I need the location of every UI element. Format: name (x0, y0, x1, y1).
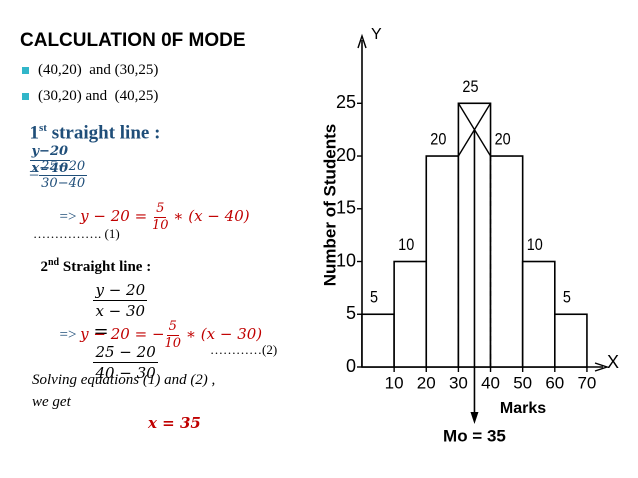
equation: => y − 20 = −5 10 ∗ (x − 30) (52, 302, 263, 352)
equation-tag: …………(2) (210, 342, 278, 357)
text: 40 − 30 (95, 364, 156, 382)
x-tick-label: 10 (385, 373, 404, 392)
x-axis-label: Marks (500, 400, 546, 417)
heading: 2nd Straight line : (33, 240, 152, 276)
axis-letter: X (607, 352, 619, 372)
text: nd (48, 257, 60, 268)
slide-title: CALCULATION 0F MODE (20, 30, 246, 51)
fraction: 25−20 30−40 (39, 159, 88, 192)
equation-tag: ……………. (1) (33, 226, 120, 241)
text: Solving equations (1) and (2) , (32, 372, 216, 388)
equation: => y − 20 = 5 10 ∗ (x − 40) (52, 184, 250, 234)
text: = (93, 321, 109, 342)
bar-label: 20 (430, 131, 446, 149)
x-tick-label: 20 (417, 373, 436, 392)
text: ∗ (x − 30) (181, 324, 263, 343)
text: y − 20 (93, 281, 148, 301)
bar (393, 260, 428, 368)
bar-label: 5 (563, 289, 571, 307)
bullet: (30,20) and (40,25) (22, 88, 158, 105)
bar-label: 10 (527, 236, 543, 254)
text: 5 (154, 201, 167, 218)
arrow-head (470, 412, 479, 424)
y-tick-label: 10 (336, 250, 356, 270)
bar (425, 155, 460, 368)
bar (489, 155, 524, 368)
bar-label: 20 (495, 131, 511, 149)
text: 2 (40, 259, 49, 275)
text: we get (32, 394, 71, 410)
text: st (39, 122, 47, 134)
equation: y − 20 x − 30 = 25 − 20 40 − 30 (82, 259, 158, 383)
answer: x = 35 (148, 414, 201, 432)
fraction: 25 − 20 40 − 30 (93, 342, 158, 383)
y-tick-label: 25 (336, 92, 356, 112)
bar-label: 5 (370, 289, 378, 307)
mode-label: Mo = 35 (443, 426, 506, 445)
bar (553, 313, 588, 368)
y-tick-label: 20 (336, 145, 356, 165)
equation: = 25−20 30−40 (20, 138, 88, 192)
heading: 1st straight line : y−20 x−40 (20, 100, 160, 177)
text: straight line : (46, 122, 161, 144)
axis-letter: Y (371, 26, 382, 43)
text: 25 − 20 (93, 343, 158, 363)
fraction: y − 20 x − 30 (93, 280, 148, 321)
bar-label: 10 (398, 236, 414, 254)
text: x−40 (31, 161, 69, 177)
text: y−20 (29, 144, 71, 162)
y-tick-label: 0 (346, 356, 356, 376)
text: 25−20 (39, 159, 88, 176)
text: ∗ (x − 40) (168, 206, 250, 225)
text: y − 20 = − (80, 324, 165, 343)
text: = (29, 163, 40, 184)
text: y − 20 = (80, 206, 152, 225)
x-tick-label: 60 (545, 373, 564, 392)
y-tick-label: 5 (346, 303, 356, 323)
arrow-head (594, 362, 610, 372)
y-tick-label: 15 (336, 198, 356, 218)
text: => (59, 208, 81, 225)
fraction: 5 10 (152, 201, 169, 234)
text: Straight line : (59, 259, 152, 275)
text: 10 (164, 336, 182, 351)
bullet: (40,20) and (30,25) (22, 62, 158, 79)
bar (361, 313, 395, 368)
fraction: y−20 x−40 (29, 144, 71, 177)
text: 10 (151, 218, 169, 233)
x-tick-label: 30 (449, 373, 468, 392)
x-tick-label: 70 (577, 373, 596, 392)
text: 5 (166, 319, 179, 336)
text: x − 30 (95, 302, 146, 320)
text: 30−40 (41, 176, 86, 191)
x-tick-label: 50 (513, 373, 532, 392)
text: => (59, 326, 81, 343)
x-tick-label: 40 (481, 373, 500, 392)
fraction: 5 10 (165, 319, 182, 352)
arrow-head (357, 33, 367, 49)
y-axis-label: Number of Students (320, 124, 339, 286)
text: 1 (29, 122, 40, 144)
bar (521, 260, 556, 368)
bar-label: 25 (462, 78, 478, 96)
